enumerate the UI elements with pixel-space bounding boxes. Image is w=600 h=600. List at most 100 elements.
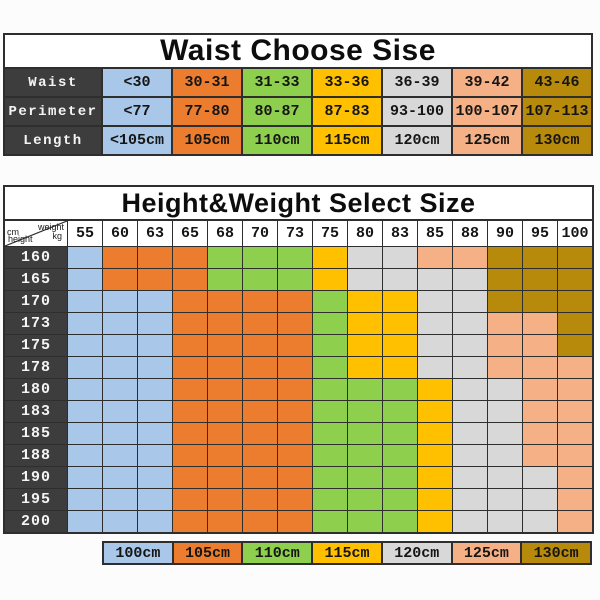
size-cell xyxy=(243,489,277,510)
size-cell xyxy=(278,247,312,268)
size-cell xyxy=(68,335,102,356)
size-cell xyxy=(348,357,382,378)
size-cell xyxy=(278,489,312,510)
size-cell xyxy=(348,511,382,532)
size-cell xyxy=(313,379,347,400)
size-cell xyxy=(558,357,592,378)
height-weight-table-title: Height&Weight Select Size xyxy=(5,187,592,221)
size-cell xyxy=(173,467,207,488)
size-cell xyxy=(558,247,592,268)
size-cell xyxy=(173,489,207,510)
size-cell xyxy=(208,401,242,422)
size-cell xyxy=(208,467,242,488)
corner-label-height: height xyxy=(8,234,33,244)
size-legend: 100cm 105cm 110cm 115cm 120cm 125cm 130cm xyxy=(102,541,592,565)
legend-item: 115cm xyxy=(313,543,381,563)
size-cell xyxy=(488,291,522,312)
waist-value-cell: 93-100 xyxy=(383,98,451,125)
size-cell xyxy=(138,401,172,422)
size-cell xyxy=(243,401,277,422)
size-cell xyxy=(453,291,487,312)
size-cell xyxy=(208,335,242,356)
size-cell xyxy=(138,291,172,312)
size-cell xyxy=(208,269,242,290)
size-cell xyxy=(313,357,347,378)
size-cell xyxy=(488,357,522,378)
size-cell xyxy=(383,489,417,510)
size-cell xyxy=(488,445,522,466)
size-cell xyxy=(453,489,487,510)
height-label-cell: 165 xyxy=(5,269,67,290)
size-cell xyxy=(453,357,487,378)
size-cell xyxy=(418,247,452,268)
size-cell xyxy=(173,511,207,532)
waist-size-table: Waist Choose Sise Waist <30 30-31 31-33 33-3… xyxy=(3,33,593,156)
size-cell xyxy=(68,269,102,290)
size-cell xyxy=(313,423,347,444)
size-cell xyxy=(103,423,137,444)
size-cell xyxy=(208,379,242,400)
size-cell xyxy=(523,489,557,510)
size-cell xyxy=(243,423,277,444)
size-cell xyxy=(488,313,522,334)
weight-header-cell: 75 xyxy=(313,221,347,246)
weight-header-cell: 83 xyxy=(383,221,417,246)
size-cell xyxy=(523,313,557,334)
size-cell xyxy=(348,247,382,268)
size-cell xyxy=(138,269,172,290)
size-cell xyxy=(383,269,417,290)
size-cell xyxy=(68,423,102,444)
size-cell xyxy=(278,335,312,356)
weight-header-cell: 73 xyxy=(278,221,312,246)
size-cell xyxy=(103,467,137,488)
size-cell xyxy=(488,379,522,400)
weight-header-cell: 65 xyxy=(173,221,207,246)
size-cell xyxy=(68,357,102,378)
size-cell xyxy=(488,335,522,356)
weight-header-cell: 88 xyxy=(453,221,487,246)
size-cell xyxy=(68,511,102,532)
weight-header-cell: 95 xyxy=(523,221,557,246)
size-cell xyxy=(138,379,172,400)
weight-header-cell: 85 xyxy=(418,221,452,246)
size-cell xyxy=(243,511,277,532)
size-cell xyxy=(418,335,452,356)
size-cell xyxy=(243,269,277,290)
size-cell xyxy=(348,401,382,422)
weight-header-cell: 63 xyxy=(138,221,172,246)
size-cell xyxy=(418,357,452,378)
size-cell xyxy=(173,269,207,290)
size-cell xyxy=(488,467,522,488)
size-cell xyxy=(243,291,277,312)
size-cell xyxy=(383,291,417,312)
diagonal-divider xyxy=(5,221,67,246)
size-cell xyxy=(488,269,522,290)
height-label-cell: 195 xyxy=(5,489,67,510)
waist-row-label: Length xyxy=(5,127,101,154)
size-cell xyxy=(68,247,102,268)
size-cell xyxy=(68,445,102,466)
size-cell xyxy=(313,401,347,422)
size-cell xyxy=(348,445,382,466)
size-cell xyxy=(418,401,452,422)
size-cell xyxy=(103,335,137,356)
waist-table-title: Waist Choose Sise xyxy=(5,34,591,69)
size-cell xyxy=(243,335,277,356)
size-cell xyxy=(348,291,382,312)
waist-value-cell: 77-80 xyxy=(173,98,241,125)
size-cell xyxy=(103,511,137,532)
size-cell xyxy=(103,445,137,466)
size-cell xyxy=(173,379,207,400)
size-cell xyxy=(208,423,242,444)
size-cell xyxy=(418,379,452,400)
size-cell xyxy=(313,247,347,268)
waist-value-cell: 30-31 xyxy=(173,69,241,96)
size-cell xyxy=(313,313,347,334)
weight-header-cell: 68 xyxy=(208,221,242,246)
size-cell xyxy=(453,313,487,334)
size-cell xyxy=(453,423,487,444)
size-cell xyxy=(418,489,452,510)
size-cell xyxy=(173,335,207,356)
size-cell xyxy=(488,401,522,422)
